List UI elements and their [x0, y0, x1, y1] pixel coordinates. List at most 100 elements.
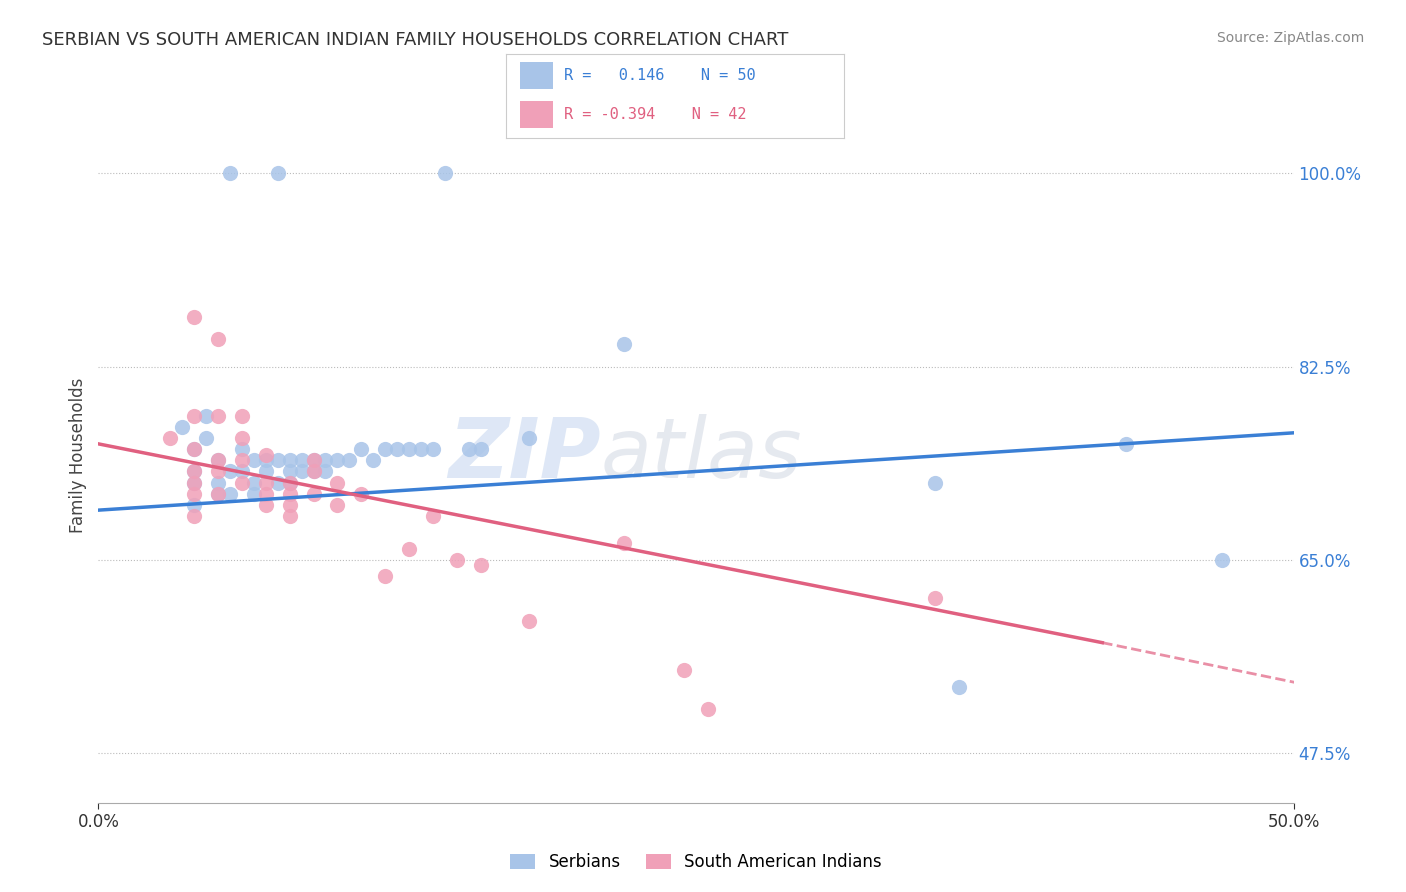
- Point: [183, 486, 205, 500]
- Point: [1211, 553, 1233, 567]
- Point: [374, 442, 396, 457]
- Point: [243, 453, 266, 467]
- Point: [231, 409, 253, 424]
- Bar: [520, 62, 554, 89]
- Point: [243, 475, 266, 490]
- Point: [398, 541, 420, 556]
- Point: [254, 498, 277, 512]
- Point: [385, 442, 409, 457]
- Point: [470, 558, 492, 573]
- Point: [411, 442, 433, 457]
- Point: [673, 663, 696, 677]
- Point: [290, 465, 312, 479]
- Point: [172, 420, 194, 434]
- Point: [948, 680, 970, 694]
- Point: [326, 475, 349, 490]
- Point: [183, 475, 205, 490]
- Point: [159, 431, 181, 445]
- Point: [315, 465, 337, 479]
- Point: [207, 332, 229, 346]
- Point: [458, 442, 481, 457]
- Point: [207, 409, 229, 424]
- Point: [302, 486, 325, 500]
- Point: [207, 453, 229, 467]
- Point: [1115, 437, 1137, 451]
- Point: [207, 475, 229, 490]
- Point: [350, 486, 373, 500]
- Y-axis label: Family Households: Family Households: [69, 377, 87, 533]
- Point: [517, 614, 540, 628]
- Point: [290, 453, 312, 467]
- Point: [337, 453, 360, 467]
- Point: [302, 465, 325, 479]
- Point: [183, 465, 205, 479]
- Point: [254, 448, 277, 462]
- Point: [219, 465, 242, 479]
- Text: SERBIAN VS SOUTH AMERICAN INDIAN FAMILY HOUSEHOLDS CORRELATION CHART: SERBIAN VS SOUTH AMERICAN INDIAN FAMILY …: [42, 31, 789, 49]
- Point: [302, 465, 325, 479]
- Point: [613, 536, 636, 550]
- Bar: [520, 101, 554, 128]
- Point: [350, 442, 373, 457]
- Point: [363, 453, 385, 467]
- Point: [374, 569, 396, 583]
- Point: [231, 465, 253, 479]
- Point: [254, 486, 277, 500]
- Point: [207, 486, 229, 500]
- Point: [326, 453, 349, 467]
- Point: [422, 442, 444, 457]
- Point: [231, 442, 253, 457]
- Point: [422, 508, 444, 523]
- Point: [613, 337, 636, 351]
- Point: [697, 702, 720, 716]
- Point: [302, 453, 325, 467]
- Point: [433, 166, 456, 180]
- Point: [278, 453, 301, 467]
- Point: [231, 475, 253, 490]
- Text: ZIP: ZIP: [447, 415, 600, 495]
- Text: Source: ZipAtlas.com: Source: ZipAtlas.com: [1216, 31, 1364, 45]
- Point: [183, 475, 205, 490]
- Point: [194, 431, 217, 445]
- Point: [278, 508, 301, 523]
- Point: [278, 486, 301, 500]
- Point: [267, 475, 290, 490]
- Point: [254, 465, 277, 479]
- Point: [219, 166, 242, 180]
- Text: R = -0.394    N = 42: R = -0.394 N = 42: [564, 107, 747, 122]
- Point: [278, 498, 301, 512]
- Point: [207, 465, 229, 479]
- Point: [183, 442, 205, 457]
- Point: [517, 431, 540, 445]
- Point: [183, 409, 205, 424]
- Point: [254, 475, 277, 490]
- Point: [278, 465, 301, 479]
- Text: R =   0.146    N = 50: R = 0.146 N = 50: [564, 68, 755, 83]
- Point: [278, 475, 301, 490]
- Point: [302, 453, 325, 467]
- Point: [194, 409, 217, 424]
- Point: [254, 453, 277, 467]
- Point: [231, 431, 253, 445]
- Point: [398, 442, 420, 457]
- Point: [183, 442, 205, 457]
- Point: [315, 453, 337, 467]
- Point: [243, 486, 266, 500]
- Text: atlas: atlas: [600, 415, 801, 495]
- Point: [267, 166, 290, 180]
- Legend: Serbians, South American Indians: Serbians, South American Indians: [503, 847, 889, 878]
- Point: [924, 591, 946, 606]
- Point: [231, 453, 253, 467]
- Point: [183, 498, 205, 512]
- Point: [1306, 697, 1329, 711]
- Point: [267, 453, 290, 467]
- Point: [207, 486, 229, 500]
- Point: [278, 475, 301, 490]
- Point: [183, 508, 205, 523]
- Point: [326, 498, 349, 512]
- Point: [207, 453, 229, 467]
- Point: [183, 310, 205, 324]
- Point: [470, 442, 492, 457]
- Point: [446, 553, 468, 567]
- Point: [219, 486, 242, 500]
